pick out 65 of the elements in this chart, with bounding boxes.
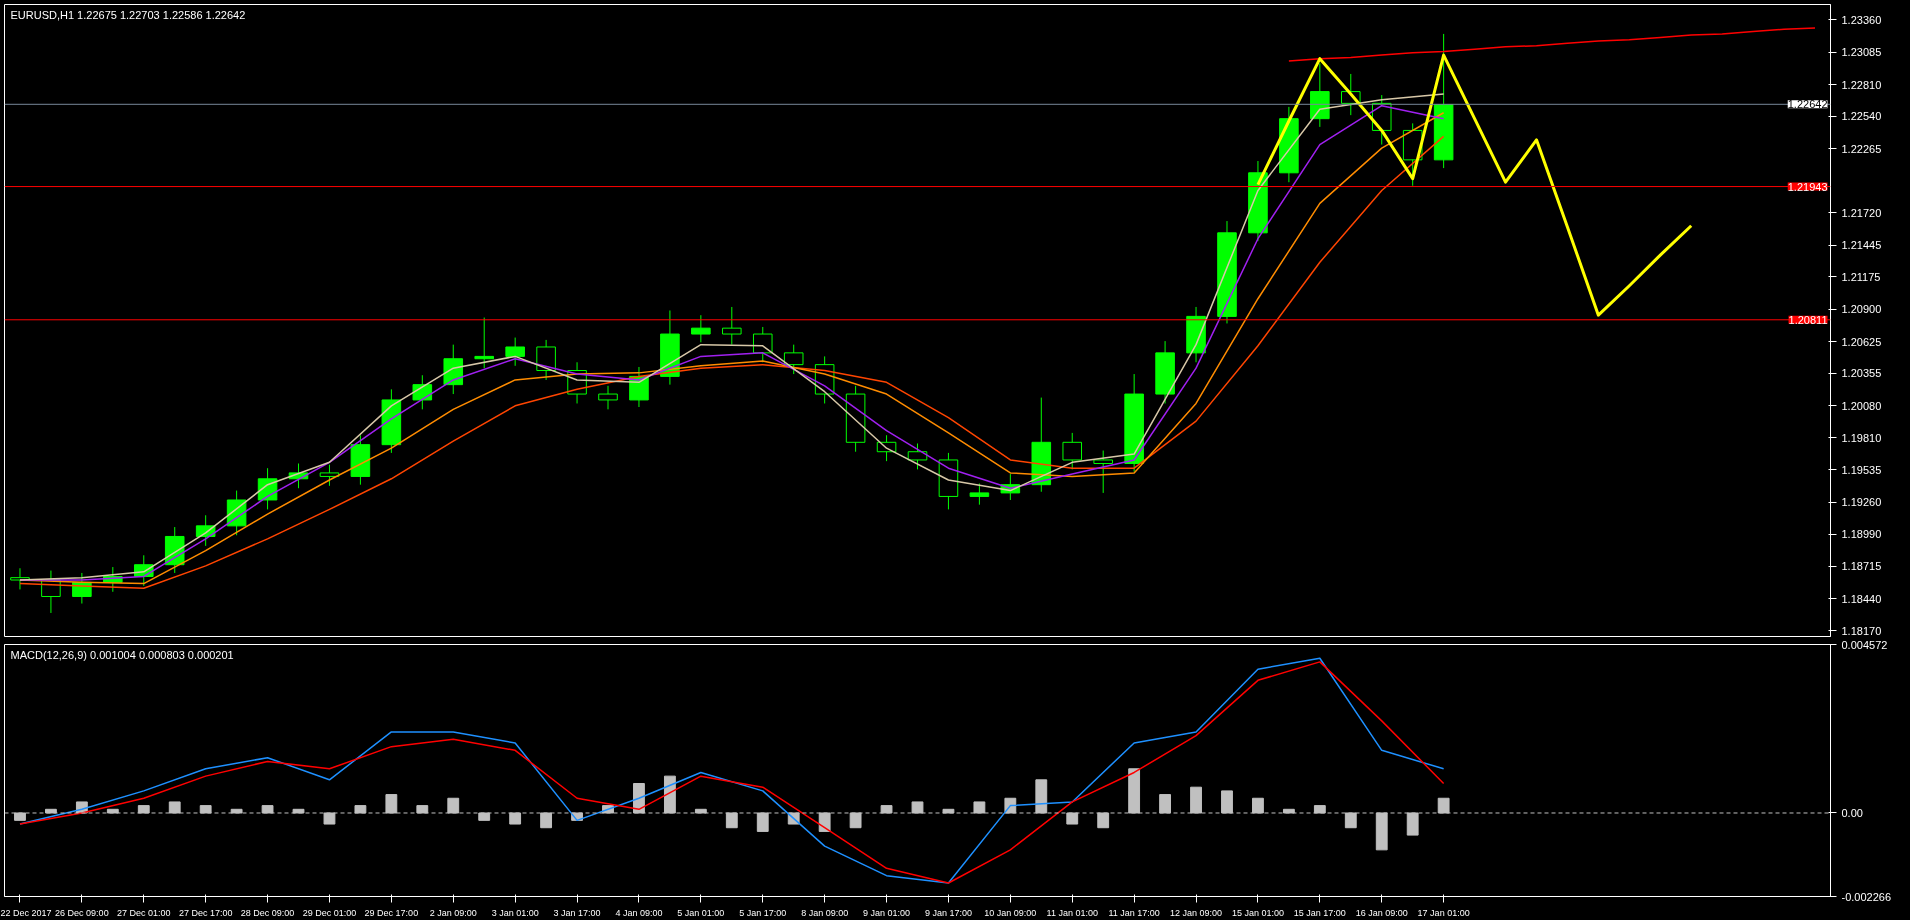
candlestick [752,326,773,363]
y-tick-label: 1.23085 [1841,46,1882,59]
y-tick-label: 1.20625 [1841,335,1882,348]
x-tick-label: 8 Jan 09:00 [801,907,849,918]
x-tick-label: 15 Jan 17:00 [1293,907,1346,918]
x-tick-label: 9 Jan 01:00 [863,907,911,918]
y-tick-label: 1.18440 [1841,592,1882,605]
x-tick-label: 17 Jan 01:00 [1417,907,1470,918]
y-tick-label: 1.20900 [1841,303,1882,316]
line-series [1288,27,1816,62]
candlestick [722,306,742,346]
x-tick-label: 27 Dec 01:00 [117,907,171,918]
y-tick-label: 1.21445 [1841,239,1882,252]
x-tick-label: 29 Dec 17:00 [364,907,419,918]
y-tick-label: 1.20080 [1841,399,1882,412]
x-tick-label: 4 Jan 09:00 [615,907,663,918]
y-tick-label: 1.20355 [1841,367,1882,380]
y-tick-label: 1.23360 [1841,13,1882,26]
line-series [1256,53,1693,317]
x-tick-label: 3 Jan 17:00 [553,907,601,918]
chart-title: MACD(12,26,9) 0.001004 0.000803 0.000201 [10,648,234,661]
y-tick-label: 1.19260 [1841,496,1882,509]
x-tick-label: 26 Dec 09:00 [55,907,109,918]
ref-line-label: 1.21943 [1787,180,1828,193]
y-tick-label: 1.22810 [1841,78,1882,91]
x-tick-label: 11 Jan 17:00 [1108,907,1160,918]
x-tick-label: 5 Jan 01:00 [677,907,725,918]
candlestick [907,442,928,470]
candlestick [598,385,618,410]
x-tick-label: 16 Jan 09:00 [1355,907,1408,918]
y-tick-label: 1.22265 [1841,142,1882,155]
ref-line-label: 1.20811 [1788,313,1828,326]
candlestick [474,317,494,369]
candlestick [1062,432,1083,470]
x-tick-label: 27 Dec 17:00 [178,907,233,918]
x-tick-label: 3 Jan 01:00 [491,907,539,918]
candlestick [783,344,804,375]
y-tick-label: 1.18715 [1841,560,1882,573]
candlestick [969,483,990,506]
x-tick-label: 28 Dec 09:00 [240,907,295,918]
y-tick-label: -0.002266 [1841,890,1892,903]
x-tick-label: 2 Jan 09:00 [429,907,477,918]
y-tick-label: 1.19535 [1841,463,1882,476]
y-tick-label: 1.19810 [1841,431,1882,444]
x-tick-label: 12 Jan 09:00 [1170,907,1223,918]
candlestick [691,314,711,343]
y-tick-label: 1.21175 [1841,270,1881,283]
x-tick-label: 29 Dec 01:00 [302,907,357,918]
y-tick-label: 0.00 [1841,806,1863,819]
x-tick-label: 11 Jan 01:00 [1046,907,1098,918]
candlestick [505,337,525,367]
y-tick-label: 1.18990 [1841,528,1882,541]
y-tick-label: 0.004572 [1841,638,1888,651]
x-tick-label: 22 Dec 2017 [0,907,52,918]
y-tick-label: 1.18170 [1841,624,1882,637]
ref-line-label: 1.22642 [1787,98,1828,111]
x-tick-label: 15 Jan 01:00 [1231,907,1284,918]
x-tick-label: 5 Jan 17:00 [739,907,787,918]
chart-title: EURUSD,H1 1.22675 1.22703 1.22586 1.22642 [10,8,246,21]
candlestick [1093,450,1113,494]
candlestick [319,464,340,487]
y-tick-label: 1.21720 [1841,206,1882,219]
x-tick-label: 9 Jan 17:00 [924,907,972,918]
x-tick-label: 10 Jan 09:00 [984,907,1037,918]
y-tick-label: 1.22540 [1841,110,1882,123]
